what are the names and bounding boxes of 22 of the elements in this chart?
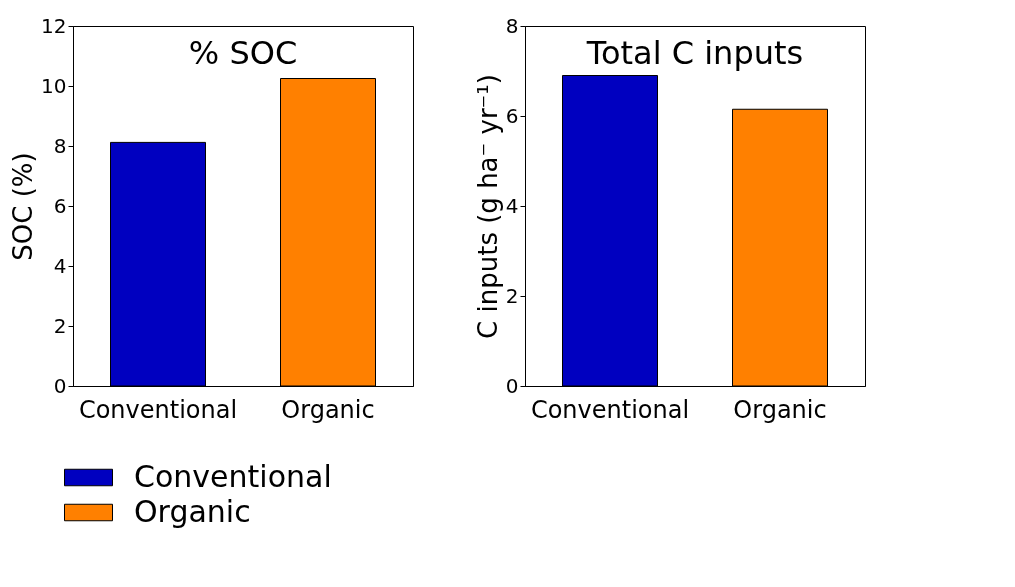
- y-tick-label: 8: [53, 133, 67, 158]
- x-tick-label: Organic: [281, 395, 375, 424]
- chart-title: % SOC: [188, 34, 298, 72]
- y-tick-label: 8: [505, 13, 519, 38]
- y-tick-label: 10: [41, 73, 67, 98]
- chart-title: Total C inputs: [585, 34, 804, 72]
- y-tick-label: 2: [53, 313, 67, 338]
- y-tick-label: 6: [53, 193, 67, 218]
- x-tick-label: Conventional: [78, 395, 238, 424]
- y-axis-title: SOC (%): [8, 152, 39, 261]
- y-tick-label: 6: [505, 103, 519, 128]
- y-tick-label: 0: [505, 373, 519, 398]
- x-tick-label: Conventional: [530, 395, 690, 424]
- y-tick-label: 0: [53, 373, 67, 398]
- y-tick-label: 4: [505, 193, 519, 218]
- legend-label: Organic: [134, 493, 251, 529]
- y-axis-title: C inputs (g ha⁻ yr⁻¹): [472, 74, 503, 339]
- y-tick-label: 4: [53, 253, 67, 278]
- x-tick-label: Organic: [733, 395, 827, 424]
- y-tick-label: 2: [505, 283, 519, 308]
- legend-label: Conventional: [134, 458, 332, 494]
- y-tick-label: 12: [41, 13, 67, 38]
